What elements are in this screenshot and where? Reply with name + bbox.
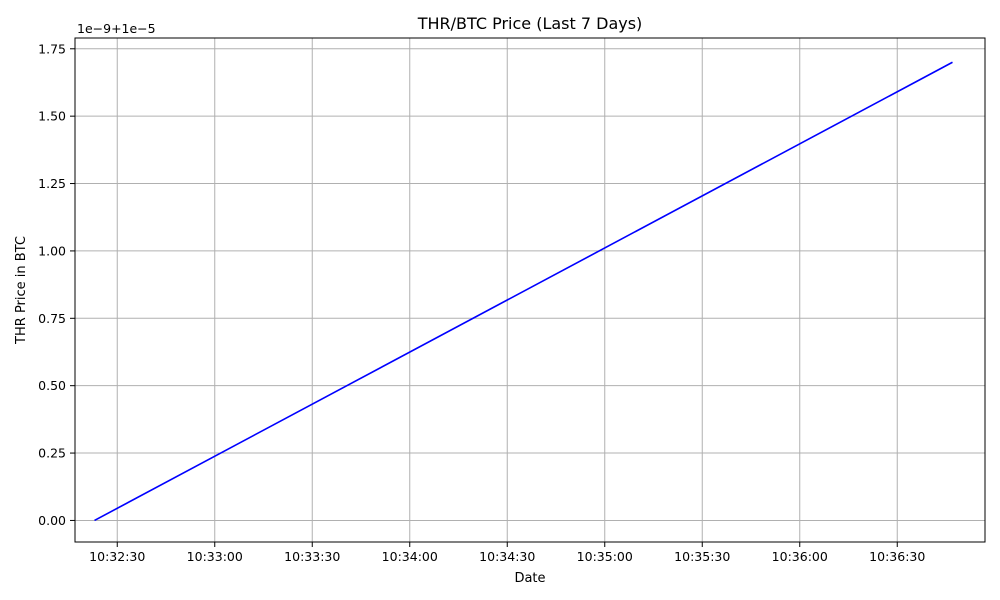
x-tick-label: 10:33:30 [284, 549, 340, 564]
y-offset-label: 1e−9+1e−5 [77, 21, 156, 36]
chart-title: THR/BTC Price (Last 7 Days) [417, 14, 643, 33]
y-tick-label: 1.50 [38, 109, 66, 124]
x-tick-label: 10:33:00 [187, 549, 243, 564]
x-tick-label: 10:36:00 [772, 549, 828, 564]
y-tick-label: 0.75 [38, 311, 66, 326]
series-layer [94, 61, 953, 522]
x-axis-ticks: 10:32:30 10:33:00 10:33:30 10:34:00 10:34:30… [89, 542, 925, 564]
y-tick-label: 1.75 [38, 41, 66, 56]
x-tick-label: 10:34:00 [382, 549, 438, 564]
x-tick-label: 10:32:30 [89, 549, 145, 564]
x-tick-label: 10:35:00 [577, 549, 633, 564]
grid-layer [75, 38, 985, 542]
x-axis-label: Date [514, 571, 545, 586]
y-axis-ticks: 0.00 0.25 0.50 0.75 1.00 1.25 1.50 1.75 [38, 41, 75, 528]
y-tick-label: 0.00 [38, 513, 66, 528]
plot-frame [74, 37, 986, 543]
y-tick-label: 1.25 [38, 176, 66, 191]
x-tick-label: 10:34:30 [479, 549, 535, 564]
y-tick-label: 0.50 [38, 378, 66, 393]
y-tick-label: 0.25 [38, 446, 66, 461]
price-series-line [94, 61, 953, 522]
x-tick-label: 10:35:30 [674, 549, 730, 564]
x-tick-label: 10:36:30 [869, 549, 925, 564]
y-tick-label: 1.00 [38, 243, 66, 258]
y-axis-label: THR Price in BTC [14, 236, 29, 345]
